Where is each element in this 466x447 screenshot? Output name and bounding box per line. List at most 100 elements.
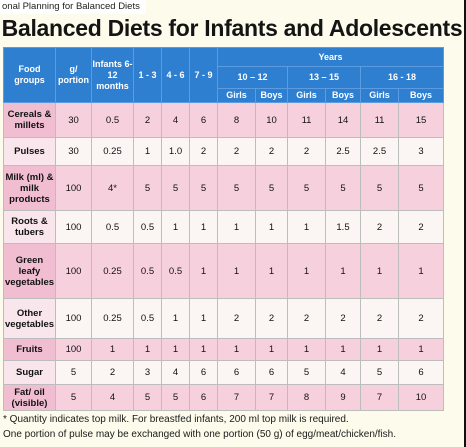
value-cell: 0.25 (91, 298, 134, 339)
value-cell: 0.5 (133, 243, 162, 299)
page-title: Balanced Diets for Infants and Adolescen… (1, 15, 463, 41)
header-age-10-12-label: 10 – 12 (237, 72, 268, 82)
table-row: Other vegetables 100 0.25 0.5 1 1 2 2 2 2 2 2 (3, 298, 444, 339)
value-cell: 2 (325, 298, 361, 339)
value-cell: 5 (217, 165, 256, 211)
value-cell: 1 (255, 243, 288, 299)
value-cell: 7 (360, 384, 399, 411)
diet-table-body: Cereals & millets 30 0.5 2 4 6 8 10 11 14 11 15 Puls… (3, 102, 444, 411)
value-cell: 4 (161, 360, 190, 385)
value-cell: 100 (55, 298, 92, 339)
food-group-cell: Sugar (3, 360, 56, 385)
food-group-cell: Pulses (3, 137, 56, 166)
value-cell: 7 (255, 384, 288, 411)
value-cell: 2 (189, 137, 218, 166)
value-cell: 7 (217, 384, 256, 411)
footnotes: * Quantity indicates top milk. For breas… (3, 412, 461, 442)
header-girls-13-15: Girls (287, 88, 326, 103)
table-row: Roots & tubers 100 0.5 0.5 1 1 1 1 1 1.5 2 2 (3, 210, 444, 244)
value-cell: 1 (360, 243, 399, 299)
value-cell: 0.5 (133, 210, 162, 244)
value-cell: 5 (360, 165, 399, 211)
header-age-10-12: 10 – 12 (217, 66, 288, 89)
value-cell: 5 (55, 384, 92, 411)
value-cell: 11 (287, 102, 326, 138)
value-cell: 1 (133, 338, 162, 361)
header-infants: Infants 6-12 months (91, 47, 134, 103)
header-age-13-15: 13 – 15 (287, 66, 361, 89)
value-cell: 8 (287, 384, 326, 411)
header-portion: g/ portion (55, 47, 92, 103)
value-cell: 6 (217, 360, 256, 385)
value-cell: 2 (217, 137, 256, 166)
value-cell: 1 (161, 298, 190, 339)
value-cell: 5 (398, 165, 444, 211)
value-cell: 1 (217, 243, 256, 299)
value-cell: 5 (161, 165, 190, 211)
footnote-pulse-exchange: One portion of pulse may be exchanged wi… (3, 429, 397, 440)
value-cell: 1 (325, 243, 361, 299)
value-cell: 1 (287, 243, 326, 299)
value-cell: 1 (133, 137, 162, 166)
value-cell: 1.5 (325, 210, 361, 244)
food-group-cell: Roots & tubers (3, 210, 56, 244)
header-girls-10-12: Girls (217, 88, 256, 103)
value-cell: 2.5 (360, 137, 399, 166)
value-cell: 1 (189, 210, 218, 244)
header-boys-10-12: Boys (255, 88, 288, 103)
value-cell: 4 (91, 384, 134, 411)
table-row: Fat/ oil (visible) 5 4 5 5 6 7 7 8 9 7 10 (3, 384, 444, 411)
value-cell: 5 (287, 165, 326, 211)
value-cell: 100 (55, 243, 92, 299)
value-cell: 5 (287, 360, 326, 385)
value-cell: 2 (360, 210, 399, 244)
header-age-16-18-label: 16 - 18 (387, 72, 417, 82)
value-cell: 6 (255, 360, 288, 385)
value-cell: 3 (133, 360, 162, 385)
value-cell: 2.5 (325, 137, 361, 166)
value-cell: 1 (255, 210, 288, 244)
header-food-groups: Food groups (3, 47, 56, 103)
value-cell: 6 (398, 360, 444, 385)
value-cell: 1 (255, 338, 288, 361)
value-cell: 1 (217, 338, 256, 361)
value-cell: 2 (360, 298, 399, 339)
header-age-16-18: 16 - 18 (360, 66, 444, 89)
value-cell: 30 (55, 102, 92, 138)
value-cell: 4 (325, 360, 361, 385)
value-cell: 0.5 (161, 243, 190, 299)
footnote-milk: * Quantity indicates top milk. For breas… (3, 414, 349, 425)
screen-edge (464, 0, 466, 447)
value-cell: 5 (325, 165, 361, 211)
table-row: Sugar 5 2 3 4 6 6 6 5 4 5 6 (3, 360, 444, 385)
value-cell: 1 (398, 338, 444, 361)
value-cell: 1 (325, 338, 361, 361)
value-cell: 9 (325, 384, 361, 411)
food-group-cell: Green leafy vegetables (3, 243, 56, 299)
value-cell: 30 (55, 137, 92, 166)
value-cell: 8 (217, 102, 256, 138)
food-group-cell: Milk (ml) & milk products (3, 165, 56, 211)
value-cell: 10 (398, 384, 444, 411)
value-cell: 100 (55, 165, 92, 211)
table-row: Pulses 30 0.25 1 1.0 2 2 2 2 2.5 2.5 3 (3, 137, 444, 166)
header-age-13-15-label: 13 – 15 (308, 72, 340, 82)
header-age-4-6: 4 - 6 (161, 47, 190, 103)
value-cell: 6 (189, 360, 218, 385)
value-cell: 3 (398, 137, 444, 166)
value-cell: 5 (133, 384, 162, 411)
table-row: Cereals & millets 30 0.5 2 4 6 8 10 11 14 11 15 (3, 102, 444, 138)
value-cell: 2 (287, 137, 326, 166)
value-cell: 5 (161, 384, 190, 411)
value-cell: 1 (161, 338, 190, 361)
food-group-cell: Cereals & millets (3, 102, 56, 138)
value-cell: 5 (55, 360, 92, 385)
food-group-cell: Fat/ oil (visible) (3, 384, 56, 411)
value-cell: 0.5 (91, 210, 134, 244)
value-cell: 5 (255, 165, 288, 211)
value-cell: 2 (255, 298, 288, 339)
value-cell: 2 (91, 360, 134, 385)
value-cell: 14 (325, 102, 361, 138)
value-cell: 1 (91, 338, 134, 361)
